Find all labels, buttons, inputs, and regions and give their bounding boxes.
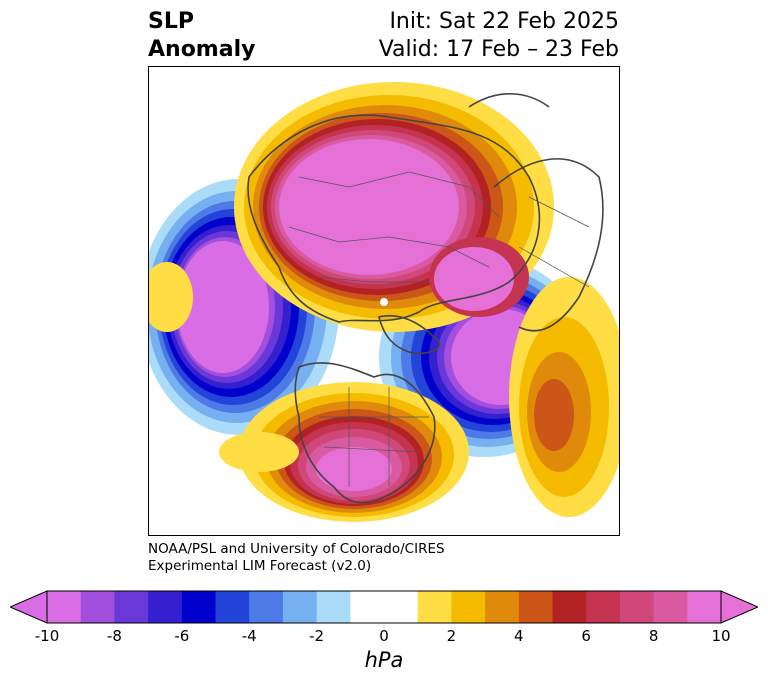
init-date: Init: Sat 22 Feb 2025 [389,9,619,34]
arctic-high-lobe [429,237,529,317]
colorbar-segment [181,591,216,623]
pacific-low-anomaly [149,179,339,435]
colorbar-segment [350,591,385,623]
colorbar-segment [114,591,149,623]
colorbar-segment [47,591,82,623]
colorbar-segment [653,591,688,623]
valid-range: Valid: 17 Feb – 23 Feb [378,37,619,62]
map-panel [148,66,620,536]
colorbar-tick-label: -2 [309,627,325,645]
colorbar-segment [80,591,115,623]
colorbar-outline [46,590,722,624]
colorbar-segments [47,591,722,623]
colorbar [10,590,758,624]
credit-line-2: Experimental LIM Forecast (v2.0) [148,558,372,574]
colorbar-segment [282,591,318,623]
title-right: Init: Sat 22 Feb 2025 Valid: 17 Feb – 23… [379,8,619,64]
credit-text: NOAA/PSL and University of Colorado/CIRE… [148,541,445,575]
colorbar-over-arrow [720,590,758,624]
colorbar-under-arrow [10,590,48,624]
colorbar-tick-label: 10 [711,627,731,645]
colorbar-tick-label: 4 [514,627,524,645]
colorbar-segment [518,591,553,623]
colorbar-segment [215,591,250,623]
colorbar-tick-label: 8 [648,627,659,645]
colorbar-tick-label: -10 [34,627,60,645]
colorbar-tick-label: -6 [174,627,190,645]
colorbar-segment [316,591,351,623]
colorbar-tick-label: 0 [379,627,389,645]
colorbar-segment [249,591,284,623]
colorbar-tick-label: 2 [446,627,457,645]
colorbar-segment [586,591,621,623]
colorbar-segment [384,591,419,623]
colorbar-segment [687,591,722,623]
pole-marker [380,298,388,306]
anomaly-map [149,82,619,522]
colorbar-segment [552,591,587,623]
title-left: SLP Anomaly [148,8,255,64]
title-variable: SLP [148,9,194,34]
colorbar-segment [451,591,486,623]
colorbar-segment [485,591,520,623]
colorbar-segment [619,591,655,623]
eurasia-rim-anomaly [149,262,619,517]
coastlines [247,93,604,504]
colorbar-tick-label: -4 [241,627,257,645]
title-type: Anomaly [148,37,256,62]
colorbar-segment [417,591,452,623]
credit-line-1: NOAA/PSL and University of Colorado/CIRE… [148,541,445,557]
colorbar-tick-label: 6 [581,627,591,645]
colorbar-unit-label: hPa [364,648,404,672]
colorbar-segment [148,591,183,623]
colorbar-tick-label: -8 [106,627,122,645]
country-borders [288,171,590,487]
